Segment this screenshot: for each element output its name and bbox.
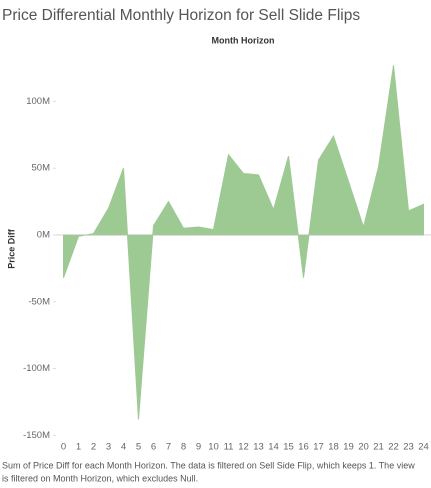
x-tick-label: 4: [121, 442, 126, 453]
x-tick-label: 0: [61, 442, 66, 453]
x-tick-label: 8: [181, 442, 186, 453]
x-tick-label: 3: [106, 442, 111, 453]
x-tick-label: 7: [166, 442, 171, 453]
y-tick-label: -100M: [23, 363, 50, 374]
x-tick-label: 13: [253, 442, 264, 453]
y-axis-label: Price Diff: [6, 228, 16, 269]
x-tick-label: 12: [238, 442, 249, 453]
chart-title: Price Differential Monthly Horizon for S…: [2, 7, 360, 24]
x-tick-label: 16: [298, 442, 309, 453]
y-tick-label: -50M: [28, 296, 50, 307]
x-tick-label: 21: [373, 442, 384, 453]
x-tick-label: 17: [313, 442, 324, 453]
x-tick-label: 20: [358, 442, 369, 453]
x-tick-label: 1: [76, 442, 81, 453]
x-tick-label: 11: [224, 442, 234, 453]
caption: Sum of Price Diff for each Month Horizon…: [2, 460, 415, 470]
x-tick-label: 22: [388, 442, 399, 453]
x-tick-label: 9: [196, 442, 201, 453]
x-tick-label: 23: [403, 442, 414, 453]
x-tick-label: 6: [151, 442, 156, 453]
area: [63, 65, 424, 420]
axis-header: Month Horizon: [212, 35, 275, 45]
x-tick-label: 10: [208, 442, 219, 453]
y-tick-label: -150M: [23, 430, 50, 441]
x-tick-label: 24: [418, 442, 429, 453]
x-tick-label: 18: [328, 442, 339, 453]
caption: is filtered on Month Horizon, which excl…: [2, 473, 198, 483]
x-tick-label: 15: [283, 442, 294, 453]
y-tick-label: 100M: [26, 96, 50, 107]
y-tick-label: 0M: [37, 229, 50, 240]
x-tick-label: 14: [268, 442, 279, 453]
x-tick-label: 2: [91, 442, 96, 453]
x-tick-label: 5: [136, 442, 141, 453]
y-tick-label: 50M: [32, 163, 51, 174]
x-tick-label: 19: [343, 442, 354, 453]
